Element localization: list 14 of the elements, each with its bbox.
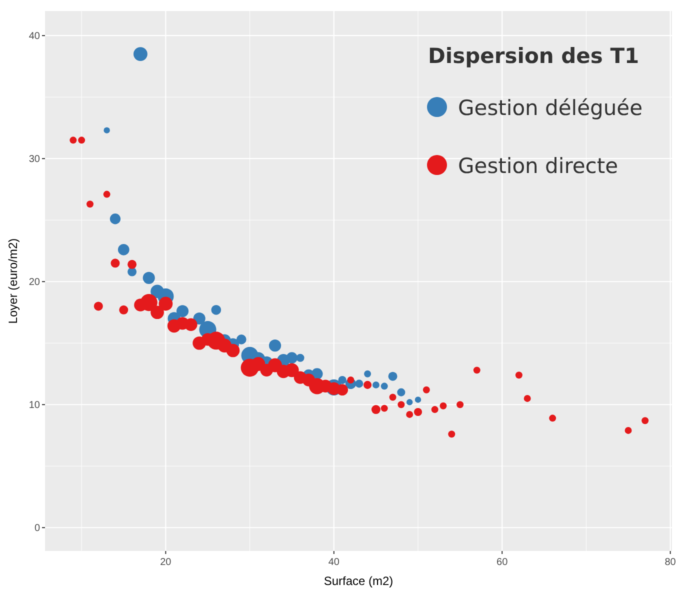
- y-tick-label: 40: [28, 31, 40, 42]
- legend-label: Gestion déléguée: [458, 96, 643, 120]
- x-tick-label: 20: [160, 557, 172, 568]
- x-axis-title: Surface (m2): [324, 574, 394, 588]
- y-tick-label: 0: [34, 523, 40, 534]
- y-axis-title: Loyer (euro/m2): [6, 238, 20, 324]
- x-tick-label: 80: [664, 557, 676, 568]
- legend-title: Dispersion des T1: [428, 44, 640, 68]
- x-tick-label: 60: [496, 557, 508, 568]
- y-tick-label: 30: [28, 154, 40, 166]
- legend-label: Gestion directe: [458, 154, 618, 178]
- x-tick-label: 40: [328, 557, 340, 568]
- y-tick-label: 10: [28, 400, 40, 412]
- y-tick-label: 20: [28, 277, 40, 288]
